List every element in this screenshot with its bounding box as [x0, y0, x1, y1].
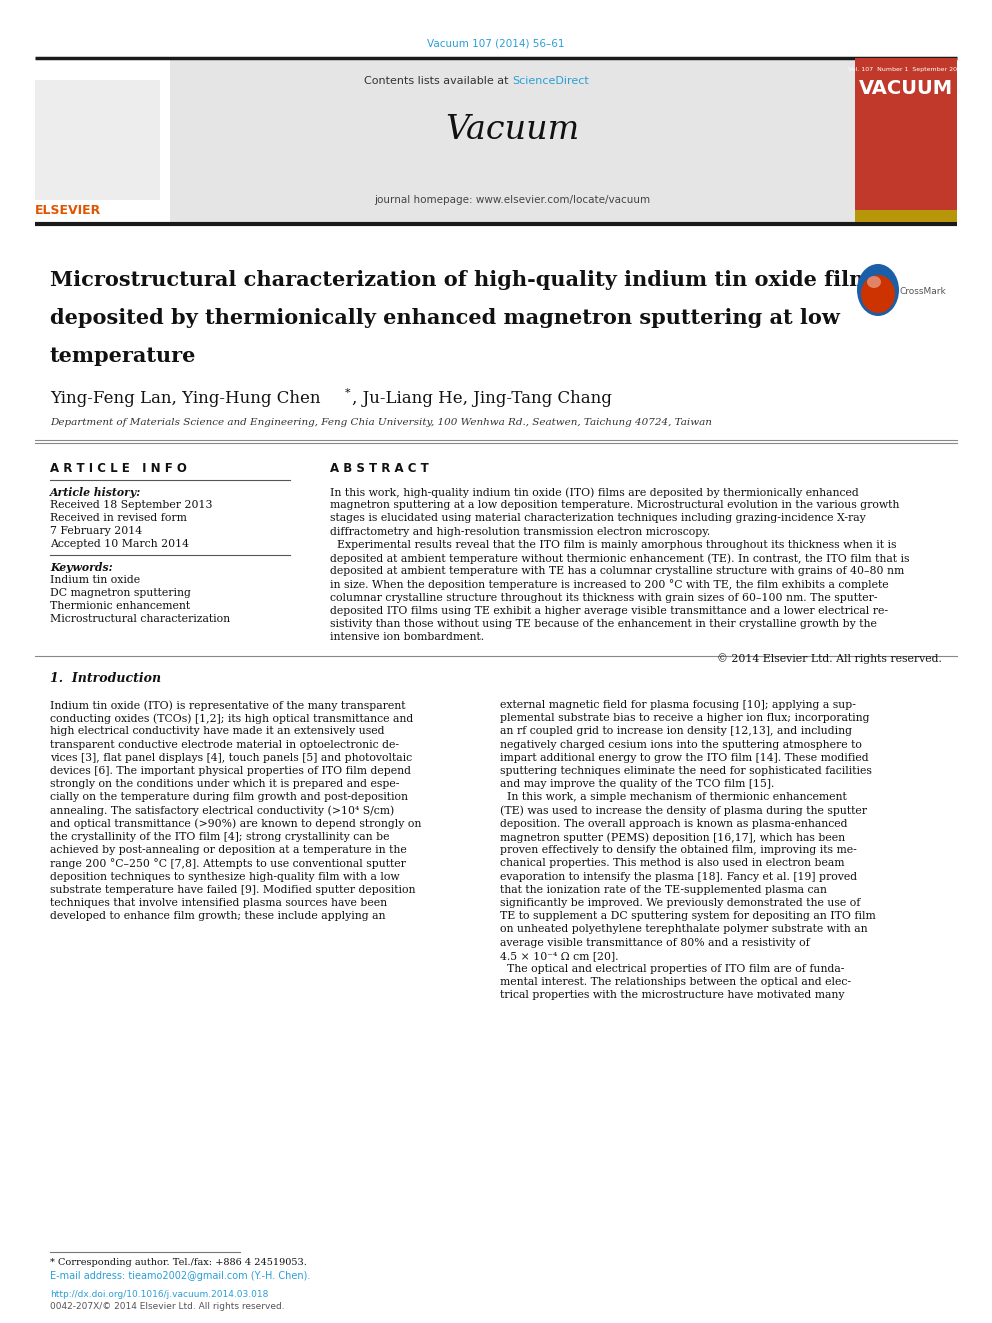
Text: devices [6]. The important physical properties of ITO film depend: devices [6]. The important physical prop… — [50, 766, 411, 777]
Text: , Ju-Liang He, Jing-Tang Chang: , Ju-Liang He, Jing-Tang Chang — [352, 390, 612, 407]
Text: * Corresponding author. Tel./fax: +886 4 24519053.: * Corresponding author. Tel./fax: +886 4… — [50, 1258, 307, 1267]
Text: deposition. The overall approach is known as plasma-enhanced: deposition. The overall approach is know… — [500, 819, 847, 828]
Text: Thermionic enhancement: Thermionic enhancement — [50, 601, 190, 611]
Text: and optical transmittance (>90%) are known to depend strongly on: and optical transmittance (>90%) are kno… — [50, 819, 422, 830]
Text: developed to enhance film growth; these include applying an: developed to enhance film growth; these … — [50, 912, 386, 921]
Text: ELSEVIER: ELSEVIER — [35, 204, 101, 217]
Text: evaporation to intensify the plasma [18]. Fancy et al. [19] proved: evaporation to intensify the plasma [18]… — [500, 872, 857, 881]
Text: VACUUM: VACUUM — [859, 78, 953, 98]
Text: Vacuum 107 (2014) 56–61: Vacuum 107 (2014) 56–61 — [428, 38, 564, 49]
Text: transparent conductive electrode material in optoelectronic de-: transparent conductive electrode materia… — [50, 740, 399, 750]
Text: temperature: temperature — [50, 347, 196, 366]
Text: an rf coupled grid to increase ion density [12,13], and including: an rf coupled grid to increase ion densi… — [500, 726, 852, 737]
Text: The optical and electrical properties of ITO film are of funda-: The optical and electrical properties of… — [500, 964, 844, 974]
Bar — [35, 79, 160, 200]
Text: Microstructural characterization of high-quality indium tin oxide films: Microstructural characterization of high… — [50, 270, 883, 290]
Text: stages is elucidated using material characterization techniques including grazin: stages is elucidated using material char… — [330, 513, 866, 524]
Text: in size. When the deposition temperature is increased to 200 °C with TE, the fil: in size. When the deposition temperature… — [330, 579, 889, 590]
Text: mental interest. The relationships between the optical and elec-: mental interest. The relationships betwe… — [500, 978, 851, 987]
Text: and may improve the quality of the TCO film [15].: and may improve the quality of the TCO f… — [500, 779, 775, 790]
Text: Indium tin oxide: Indium tin oxide — [50, 576, 140, 585]
Text: chanical properties. This method is also used in electron beam: chanical properties. This method is also… — [500, 859, 844, 868]
Text: columnar crystalline structure throughout its thickness with grain sizes of 60–1: columnar crystalline structure throughou… — [330, 593, 878, 602]
Ellipse shape — [857, 265, 899, 316]
Text: Received 18 September 2013: Received 18 September 2013 — [50, 500, 212, 509]
Text: strongly on the conditions under which it is prepared and espe-: strongly on the conditions under which i… — [50, 779, 400, 790]
Text: the crystallinity of the ITO film [4]; strong crystallinity can be: the crystallinity of the ITO film [4]; s… — [50, 832, 390, 841]
Text: deposited ITO films using TE exhibit a higher average visible transmittance and : deposited ITO films using TE exhibit a h… — [330, 606, 888, 615]
Text: proven effectively to densify the obtained film, improving its me-: proven effectively to densify the obtain… — [500, 845, 857, 855]
Text: ScienceDirect: ScienceDirect — [512, 75, 588, 86]
Text: deposited at ambient temperature with TE has a columnar crystalline structure wi: deposited at ambient temperature with TE… — [330, 566, 905, 577]
Text: A R T I C L E   I N F O: A R T I C L E I N F O — [50, 462, 186, 475]
Text: 7 February 2014: 7 February 2014 — [50, 527, 142, 536]
Text: impart additional energy to grow the ITO film [14]. These modified: impart additional energy to grow the ITO… — [500, 753, 869, 763]
Text: that the ionization rate of the TE-supplemented plasma can: that the ionization rate of the TE-suppl… — [500, 885, 827, 894]
Text: significantly be improved. We previously demonstrated the use of: significantly be improved. We previously… — [500, 898, 860, 908]
Bar — [35, 58, 170, 222]
Text: 4.5 × 10⁻⁴ Ω cm [20].: 4.5 × 10⁻⁴ Ω cm [20]. — [500, 951, 618, 960]
Text: cially on the temperature during film growth and post-deposition: cially on the temperature during film gr… — [50, 792, 408, 803]
Text: deposited by thermionically enhanced magnetron sputtering at low: deposited by thermionically enhanced mag… — [50, 308, 840, 328]
Text: diffractometry and high-resolution transmission electron microscopy.: diffractometry and high-resolution trans… — [330, 527, 710, 537]
Text: Vol. 107  Number 1  September 2014: Vol. 107 Number 1 September 2014 — [847, 67, 964, 73]
Text: Microstructural characterization: Microstructural characterization — [50, 614, 230, 624]
Bar — [855, 210, 957, 222]
Text: Ying-Feng Lan, Ying-Hung Chen: Ying-Feng Lan, Ying-Hung Chen — [50, 390, 320, 407]
Text: negatively charged cesium ions into the sputtering atmosphere to: negatively charged cesium ions into the … — [500, 740, 862, 750]
Text: on unheated polyethylene terephthalate polymer substrate with an: on unheated polyethylene terephthalate p… — [500, 925, 868, 934]
Text: Vacuum: Vacuum — [444, 114, 579, 146]
Text: annealing. The satisfactory electrical conductivity (>10⁴ S/cm): annealing. The satisfactory electrical c… — [50, 806, 394, 816]
Text: techniques that involve intensified plasma sources have been: techniques that involve intensified plas… — [50, 898, 387, 908]
Text: high electrical conductivity have made it an extensively used: high electrical conductivity have made i… — [50, 726, 385, 737]
Text: TE to supplement a DC sputtering system for depositing an ITO film: TE to supplement a DC sputtering system … — [500, 912, 876, 921]
Bar — [855, 58, 957, 222]
Text: Accepted 10 March 2014: Accepted 10 March 2014 — [50, 538, 189, 549]
Text: journal homepage: www.elsevier.com/locate/vacuum: journal homepage: www.elsevier.com/locat… — [374, 194, 650, 205]
Text: vices [3], flat panel displays [4], touch panels [5] and photovoltaic: vices [3], flat panel displays [4], touc… — [50, 753, 412, 763]
Text: intensive ion bombardment.: intensive ion bombardment. — [330, 632, 484, 642]
Text: sistivity than those without using TE because of the enhancement in their crysta: sistivity than those without using TE be… — [330, 619, 877, 628]
Text: (TE) was used to increase the density of plasma during the sputter: (TE) was used to increase the density of… — [500, 806, 867, 816]
Text: A B S T R A C T: A B S T R A C T — [330, 462, 429, 475]
Text: range 200 °C–250 °C [7,8]. Attempts to use conventional sputter: range 200 °C–250 °C [7,8]. Attempts to u… — [50, 859, 406, 869]
Text: deposition techniques to synthesize high-quality film with a low: deposition techniques to synthesize high… — [50, 872, 400, 881]
Ellipse shape — [861, 275, 895, 314]
Text: Keywords:: Keywords: — [50, 562, 113, 573]
Text: substrate temperature have failed [9]. Modified sputter deposition: substrate temperature have failed [9]. M… — [50, 885, 416, 894]
Text: 0042-207X/© 2014 Elsevier Ltd. All rights reserved.: 0042-207X/© 2014 Elsevier Ltd. All right… — [50, 1302, 285, 1311]
Text: DC magnetron sputtering: DC magnetron sputtering — [50, 587, 190, 598]
Text: *: * — [345, 388, 350, 398]
Text: magnetron sputter (PEMS) deposition [16,17], which has been: magnetron sputter (PEMS) deposition [16,… — [500, 832, 845, 843]
Text: Article history:: Article history: — [50, 487, 141, 497]
Text: trical properties with the microstructure have motivated many: trical properties with the microstructur… — [500, 991, 844, 1000]
Text: external magnetic field for plasma focusing [10]; applying a sup-: external magnetic field for plasma focus… — [500, 700, 856, 710]
Text: deposited at ambient temperature without thermionic enhancement (TE). In contras: deposited at ambient temperature without… — [330, 553, 910, 564]
Text: In this work, high-quality indium tin oxide (ITO) films are deposited by thermio: In this work, high-quality indium tin ox… — [330, 487, 859, 497]
Text: conducting oxides (TCOs) [1,2]; its high optical transmittance and: conducting oxides (TCOs) [1,2]; its high… — [50, 713, 414, 724]
Bar — [170, 58, 855, 222]
Text: sputtering techniques eliminate the need for sophisticated facilities: sputtering techniques eliminate the need… — [500, 766, 872, 777]
Text: E-mail address: tieamo2002@gmail.com (Y.-H. Chen).: E-mail address: tieamo2002@gmail.com (Y.… — [50, 1271, 310, 1281]
Text: achieved by post-annealing or deposition at a temperature in the: achieved by post-annealing or deposition… — [50, 845, 407, 855]
Text: http://dx.doi.org/10.1016/j.vacuum.2014.03.018: http://dx.doi.org/10.1016/j.vacuum.2014.… — [50, 1290, 269, 1299]
Text: © 2014 Elsevier Ltd. All rights reserved.: © 2014 Elsevier Ltd. All rights reserved… — [717, 654, 942, 664]
Text: CrossMark: CrossMark — [900, 287, 946, 296]
Text: plemental substrate bias to receive a higher ion flux; incorporating: plemental substrate bias to receive a hi… — [500, 713, 870, 724]
Text: 1.  Introduction: 1. Introduction — [50, 672, 161, 685]
Text: Experimental results reveal that the ITO film is mainly amorphous throughout its: Experimental results reveal that the ITO… — [330, 540, 897, 550]
Text: Department of Materials Science and Engineering, Feng Chia University, 100 Wenhw: Department of Materials Science and Engi… — [50, 418, 712, 427]
Text: In this work, a simple mechanism of thermionic enhancement: In this work, a simple mechanism of ther… — [500, 792, 847, 803]
Ellipse shape — [867, 277, 881, 288]
Text: average visible transmittance of 80% and a resistivity of: average visible transmittance of 80% and… — [500, 938, 809, 947]
Text: Indium tin oxide (ITO) is representative of the many transparent: Indium tin oxide (ITO) is representative… — [50, 700, 406, 710]
Text: magnetron sputtering at a low deposition temperature. Microstructural evolution : magnetron sputtering at a low deposition… — [330, 500, 900, 511]
Text: Contents lists available at: Contents lists available at — [364, 75, 512, 86]
Text: Received in revised form: Received in revised form — [50, 513, 186, 523]
